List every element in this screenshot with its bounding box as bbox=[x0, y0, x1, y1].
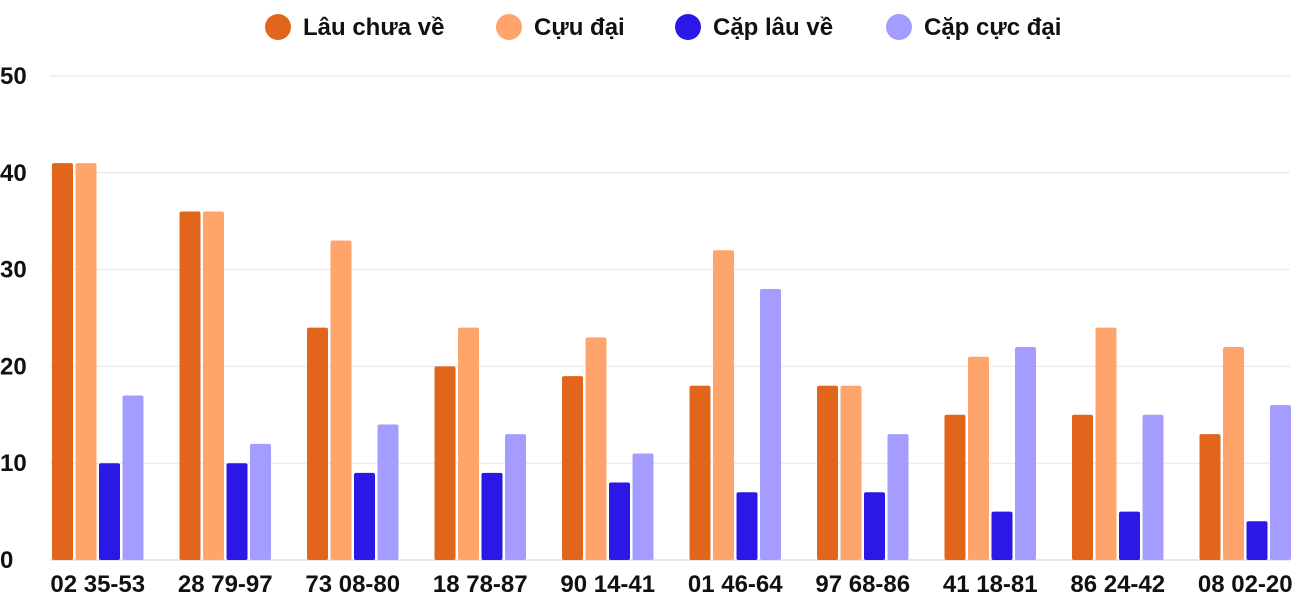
x-tick-label: 28 79-97 bbox=[178, 571, 273, 598]
bar-3-6 bbox=[736, 492, 758, 560]
x-axis-ticks: 02 35-53 28 79-97 73 08-80 18 78-87 90 14-41… bbox=[50, 571, 1292, 598]
bar-4-1 bbox=[122, 395, 144, 560]
y-tick-label: 30 bbox=[0, 257, 27, 284]
bar-4-5 bbox=[632, 453, 654, 560]
bar-3-7 bbox=[864, 492, 885, 560]
bar-4-8 bbox=[1015, 347, 1036, 560]
bar-3-9 bbox=[1119, 511, 1140, 560]
y-tick-label: 20 bbox=[0, 353, 27, 380]
legend-item-3[interactable]: Cặp lâu về bbox=[675, 14, 833, 41]
bar-3-2 bbox=[226, 463, 248, 560]
bar-1-5 bbox=[562, 376, 583, 560]
bar-2-9 bbox=[1095, 327, 1117, 560]
bar-4-10 bbox=[1270, 405, 1291, 560]
bar-3-10 bbox=[1246, 521, 1268, 560]
bar-1-4 bbox=[434, 366, 456, 560]
bar-2-3 bbox=[330, 240, 352, 560]
legend-label: Lâu chưa về bbox=[303, 14, 444, 41]
x-tick-label: 18 78-87 bbox=[433, 571, 528, 598]
bar-3-1 bbox=[99, 463, 120, 560]
bar-4-9 bbox=[1142, 414, 1164, 560]
bar-4-2 bbox=[250, 443, 271, 560]
legend-swatch bbox=[886, 14, 912, 40]
y-tick-label: 0 bbox=[0, 547, 13, 574]
bar-group-8 bbox=[944, 347, 1036, 560]
bar-1-6 bbox=[689, 385, 711, 560]
bar-2-5 bbox=[585, 337, 607, 560]
legend-label: Cựu đại bbox=[534, 14, 625, 41]
bar-1-2 bbox=[179, 211, 201, 560]
bar-group-6 bbox=[689, 250, 781, 561]
bar-group-4 bbox=[434, 327, 526, 560]
legend-swatch bbox=[496, 14, 522, 40]
x-tick-label: 73 08-80 bbox=[305, 571, 400, 598]
legend-item-2[interactable]: Cựu đại bbox=[496, 14, 625, 41]
bar-4-3 bbox=[377, 424, 399, 560]
bar-2-8 bbox=[968, 356, 989, 560]
x-tick-label: 97 68-86 bbox=[815, 571, 910, 598]
bar-group-3 bbox=[307, 240, 399, 560]
bar-2-2 bbox=[203, 211, 224, 560]
bars-layer bbox=[52, 163, 1291, 561]
x-tick-label: 08 02-20 bbox=[1198, 571, 1293, 598]
y-tick-label: 40 bbox=[0, 160, 27, 187]
bar-1-9 bbox=[1072, 414, 1093, 560]
bar-group-10 bbox=[1199, 347, 1291, 560]
y-tick-label: 10 bbox=[0, 450, 27, 477]
x-tick-label: 41 18-81 bbox=[943, 571, 1038, 598]
bar-1-10 bbox=[1199, 434, 1221, 560]
bar-3-3 bbox=[354, 472, 375, 560]
x-tick-label: 02 35-53 bbox=[50, 571, 145, 598]
bar-group-7 bbox=[817, 385, 909, 560]
legend-swatch bbox=[265, 14, 291, 40]
bar-3-8 bbox=[991, 511, 1013, 560]
bar-2-10 bbox=[1223, 347, 1244, 560]
bar-1-3 bbox=[307, 327, 328, 560]
bar-1-8 bbox=[944, 414, 966, 560]
legend-item-4[interactable]: Cặp cực đại bbox=[886, 14, 1061, 41]
bar-4-7 bbox=[887, 434, 909, 560]
bar-2-6 bbox=[713, 250, 734, 561]
y-tick-label: 50 bbox=[0, 63, 27, 90]
bar-group-2 bbox=[179, 211, 271, 560]
legend: Lâu chưa về Cựu đại Cặp lâu về Cặp cực đại bbox=[265, 14, 1061, 41]
x-tick-label: 86 24-42 bbox=[1070, 571, 1165, 598]
bar-1-7 bbox=[817, 385, 838, 560]
legend-label: Cặp cực đại bbox=[924, 14, 1061, 41]
bar-2-4 bbox=[458, 327, 479, 560]
bar-2-7 bbox=[840, 385, 862, 560]
bar-4-6 bbox=[760, 288, 781, 560]
bar-3-5 bbox=[609, 482, 630, 560]
bar-group-1 bbox=[52, 163, 144, 560]
legend-item-1[interactable]: Lâu chưa về bbox=[265, 14, 444, 41]
bar-3-4 bbox=[481, 472, 503, 560]
legend-label: Cặp lâu về bbox=[713, 14, 833, 41]
x-tick-label: 90 14-41 bbox=[560, 571, 655, 598]
bar-1-1 bbox=[52, 163, 73, 560]
y-axis-ticks: 0 10 20 30 40 50 bbox=[0, 63, 27, 574]
bar-4-4 bbox=[505, 434, 526, 560]
legend-swatch bbox=[675, 14, 701, 40]
bar-group-9 bbox=[1072, 327, 1164, 560]
x-tick-label: 01 46-64 bbox=[688, 571, 783, 598]
bar-2-1 bbox=[75, 163, 97, 560]
bar-group-5 bbox=[562, 337, 654, 560]
